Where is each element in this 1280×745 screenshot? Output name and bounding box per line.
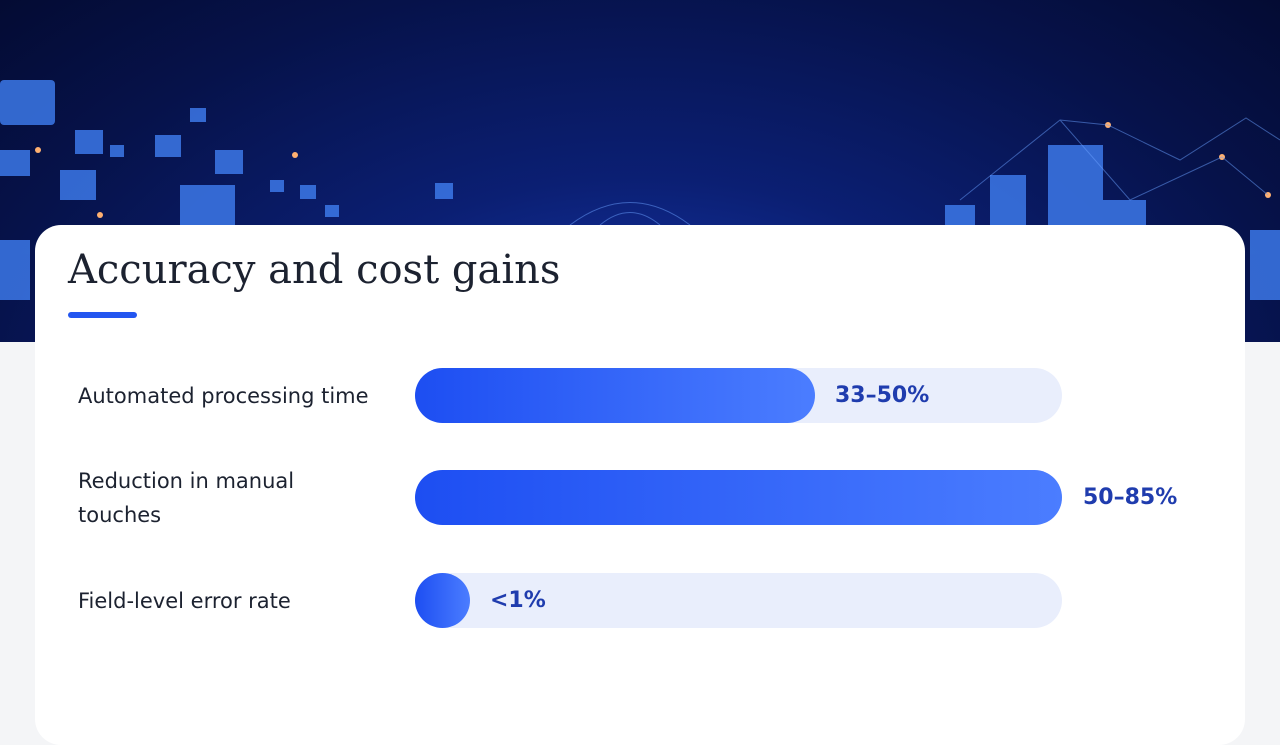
metric-row: Field-level error rate <1% bbox=[35, 573, 1245, 629]
bar-fill bbox=[415, 470, 1062, 525]
title-underline bbox=[68, 312, 137, 318]
metric-row: Automated processing time 33–50% bbox=[35, 368, 1245, 424]
metric-value: <1% bbox=[490, 588, 546, 613]
bar-track bbox=[415, 470, 1062, 525]
bar-track bbox=[415, 368, 1062, 423]
hero-art bbox=[0, 80, 1280, 300]
metric-row: Reduction in manual touches 50–85% bbox=[35, 469, 1245, 527]
slide-title: Accuracy and cost gains bbox=[68, 247, 561, 293]
metric-value: 50–85% bbox=[1083, 485, 1178, 510]
metric-label: Reduction in manual touches bbox=[78, 469, 295, 527]
bar-track bbox=[415, 573, 1062, 628]
bar-fill bbox=[415, 573, 470, 628]
metric-value: 33–50% bbox=[835, 383, 930, 408]
metric-label: Automated processing time bbox=[78, 384, 369, 408]
bar-fill bbox=[415, 368, 815, 423]
content-card: Accuracy and cost gains Automated proces… bbox=[35, 225, 1245, 745]
metric-label: Field-level error rate bbox=[78, 589, 291, 613]
